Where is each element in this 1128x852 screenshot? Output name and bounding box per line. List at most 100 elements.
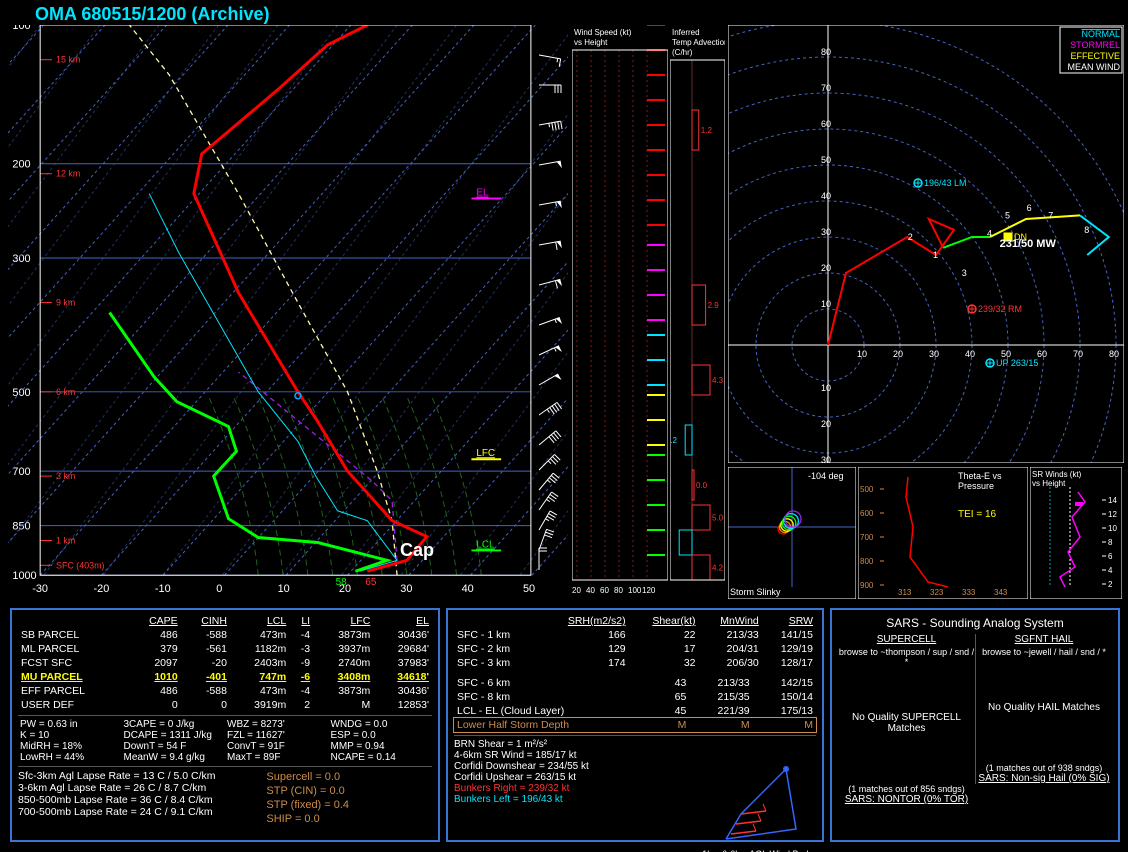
svg-text:vs Height: vs Height (574, 38, 608, 47)
svg-text:120: 120 (642, 586, 656, 595)
parcel-table: CAPECINHLCLLILFCELSB PARCEL486-588473m-4… (18, 614, 432, 712)
svg-text:40: 40 (821, 191, 831, 201)
svg-text:70: 70 (821, 83, 831, 93)
sars-supercell-hdr: SUPERCELL (838, 634, 975, 645)
sars-supercell-browse: browse to ~thompson / sup / snd / * (838, 647, 975, 667)
svg-text:EL: EL (476, 188, 489, 199)
svg-text:SFC (403m): SFC (403m) (56, 560, 105, 570)
svg-text:10: 10 (1108, 524, 1117, 533)
temp-advection: InferredTemp Advection(C/hr)1.22.94.3-1.… (670, 25, 725, 600)
svg-text:Theta-E vs: Theta-E vs (958, 471, 1002, 481)
svg-text:700: 700 (12, 466, 30, 478)
sars-hail: SGFNT HAIL browse to ~jewell / hail / sn… (975, 634, 1112, 784)
svg-text:333: 333 (962, 588, 976, 597)
sars-hail-hdr: SGFNT HAIL (976, 634, 1112, 645)
sars-supercell-b2: SARS: NONTOR (0% TOR) (838, 794, 975, 805)
svg-text:3 km: 3 km (56, 471, 75, 481)
svg-text:500: 500 (860, 485, 874, 494)
svg-text:40: 40 (462, 583, 474, 595)
svg-text:4: 4 (987, 228, 992, 238)
thetae-vs-pressure: Theta-E vsPressureTEI = 1650060070080090… (858, 467, 1028, 599)
svg-text:Wind Speed (kt): Wind Speed (kt) (574, 28, 632, 37)
svg-text:Temp Advection: Temp Advection (672, 38, 725, 47)
svg-text:10: 10 (821, 383, 831, 393)
svg-text:20: 20 (821, 263, 831, 273)
svg-text:-30: -30 (32, 583, 48, 595)
svg-text:80: 80 (821, 47, 831, 57)
svg-text:6: 6 (1108, 552, 1113, 561)
svg-text:2: 2 (1108, 580, 1113, 589)
svg-text:900: 900 (860, 581, 874, 590)
sars-hail-browse: browse to ~jewell / hail / snd / * (976, 647, 1112, 657)
svg-text:12 km: 12 km (56, 169, 80, 179)
svg-text:1.2: 1.2 (701, 126, 713, 135)
svg-text:10: 10 (857, 349, 867, 359)
kinematic-extras: BRN Shear = 1 m²/s²4-6km SR Wind = 185/1… (454, 739, 706, 849)
svg-text:8: 8 (1084, 225, 1089, 235)
svg-text:30: 30 (929, 349, 939, 359)
svg-text:15 km: 15 km (56, 55, 80, 65)
svg-text:8: 8 (1108, 538, 1113, 547)
parcel-panel: CAPECINHLCLLILFCELSB PARCEL486-588473m-4… (10, 608, 440, 842)
svg-text:Pressure: Pressure (958, 481, 994, 491)
svg-text:vs Height: vs Height (1032, 479, 1066, 488)
svg-text:MEAN WIND: MEAN WIND (1068, 62, 1121, 72)
wind-barb-column (510, 25, 568, 600)
sars-supercell: SUPERCELL browse to ~thompson / sup / sn… (838, 634, 975, 805)
svg-text:850: 850 (12, 521, 30, 533)
svg-text:80: 80 (1109, 349, 1119, 359)
svg-text:70: 70 (1073, 349, 1083, 359)
sars-hail-b1: (1 matches out of 938 sndgs) (976, 763, 1112, 773)
svg-text:6: 6 (1027, 203, 1032, 213)
svg-text:(C/hr): (C/hr) (672, 48, 693, 57)
svg-text:9 km: 9 km (56, 298, 75, 308)
windspeed-vs-height: Wind Speed (kt)vs Height20406080100120 (572, 25, 668, 600)
svg-text:10: 10 (821, 299, 831, 309)
svg-text:20: 20 (893, 349, 903, 359)
kinematic-panel: SRH(m2/s2)Shear(kt)MnWindSRWSFC - 1 km16… (446, 608, 824, 842)
svg-text:20: 20 (572, 586, 581, 595)
svg-text:1: 1 (933, 250, 938, 260)
svg-text:80: 80 (614, 586, 623, 595)
svg-text:100: 100 (628, 586, 642, 595)
svg-text:313: 313 (898, 588, 912, 597)
svg-text:40: 40 (586, 586, 595, 595)
svg-text:LFC: LFC (476, 448, 495, 459)
svg-text:323: 323 (930, 588, 944, 597)
svg-text:0.0: 0.0 (696, 481, 708, 490)
svg-text:600: 600 (860, 509, 874, 518)
thermo-grid: PW = 0.63 in3CAPE = 0 J/kgWBZ = 8273'WND… (18, 719, 432, 763)
skewt-diagram: 1002003005007008501000SFC (403m)1 km3 km… (8, 25, 568, 600)
sars-supercell-b1: (1 matches out of 856 sndgs) (838, 784, 975, 794)
svg-text:10: 10 (278, 583, 290, 595)
svg-text:12: 12 (1108, 510, 1117, 519)
svg-text:239/32 RM: 239/32 RM (978, 304, 1022, 314)
sars-hail-msg: No Quality HAIL Matches (976, 702, 1112, 713)
svg-text:5.0: 5.0 (712, 514, 724, 523)
svg-text:LCL: LCL (476, 539, 495, 550)
svg-text:500: 500 (12, 387, 30, 399)
svg-text:30: 30 (821, 455, 831, 463)
svg-text:50: 50 (821, 155, 831, 165)
svg-text:60: 60 (821, 119, 831, 129)
mini-wind-barbs (706, 739, 816, 849)
svg-text:SR Winds (kt): SR Winds (kt) (1032, 470, 1082, 479)
svg-text:0: 0 (216, 583, 222, 595)
cap-label: Cap (400, 540, 434, 561)
kinematic-table-2: SFC - 6 km43213/33142/15SFC - 8 km65215/… (454, 676, 816, 732)
svg-text:Storm Slinky: Storm Slinky (730, 587, 781, 597)
svg-text:5: 5 (1005, 210, 1010, 220)
svg-text:20: 20 (821, 419, 831, 429)
svg-text:4.3: 4.3 (712, 376, 724, 385)
svg-text:2.9: 2.9 (708, 301, 720, 310)
sars-panel: SARS - Sounding Analog System SUPERCELL … (830, 608, 1120, 842)
kinematic-table: SRH(m2/s2)Shear(kt)MnWindSRWSFC - 1 km16… (454, 614, 816, 670)
svg-text:2: 2 (908, 232, 913, 242)
svg-text:1000: 1000 (12, 570, 36, 582)
svg-text:30: 30 (821, 227, 831, 237)
svg-text:196/43 LM: 196/43 LM (924, 178, 967, 188)
svg-text:40: 40 (965, 349, 975, 359)
svg-text:300: 300 (12, 253, 30, 265)
svg-text:200: 200 (12, 159, 30, 171)
svg-text:20: 20 (339, 583, 351, 595)
